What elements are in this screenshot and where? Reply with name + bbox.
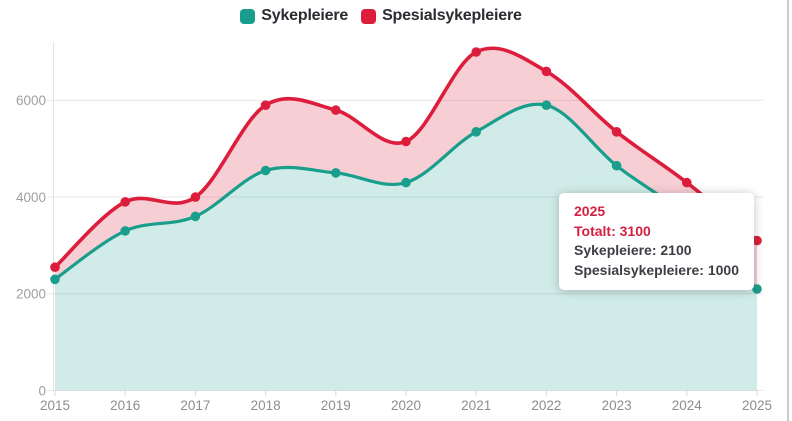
line-sykepleiere[interactable]: [53, 102, 759, 291]
data-point-sykepleiere[interactable]: [260, 165, 271, 176]
points-sykepleiere: [50, 100, 762, 294]
tooltip-sykepleiere: Sykepleiere: 2100: [574, 242, 692, 258]
data-point-totalt[interactable]: [541, 66, 552, 77]
legend-swatch-spesialsykepleiere-icon: [361, 8, 377, 24]
x-axis-labels: 2015 2016 2017 2018 2019 2020 2021 2022 2023 2024…: [40, 398, 772, 413]
y-axis-labels: 0 2000 4000 6000: [16, 93, 46, 398]
data-point-sykepleiere[interactable]: [471, 127, 482, 137]
data-point-sykepleiere[interactable]: [611, 160, 622, 171]
data-point-totalt[interactable]: [611, 127, 622, 137]
svg-text:2018: 2018: [251, 398, 281, 413]
svg-text:4000: 4000: [16, 190, 46, 205]
data-point-totalt[interactable]: [331, 105, 341, 115]
svg-text:2022: 2022: [531, 398, 561, 413]
svg-text:6000: 6000: [16, 93, 46, 108]
area-sykepleiere: [55, 104, 757, 391]
data-point-totalt[interactable]: [120, 197, 130, 207]
svg-text:0: 0: [38, 383, 46, 398]
x-axis-ticks: [54, 390, 758, 396]
chart-tooltip: 2025 Totalt: 3100 Sykepleiere: 2100 Spes…: [559, 193, 755, 290]
svg-text:2015: 2015: [40, 398, 70, 413]
legend-item-sykepleiere[interactable]: Sykepleiere: [240, 7, 348, 25]
data-point-sykepleiere[interactable]: [331, 168, 341, 178]
data-point-sykepleiere[interactable]: [120, 226, 130, 236]
gridlines: [47, 99, 763, 391]
svg-text:2019: 2019: [321, 398, 351, 413]
page-right-border: [787, 0, 789, 421]
svg-text:2025: 2025: [742, 398, 772, 413]
svg-text:2000: 2000: [16, 287, 46, 302]
data-point-sykepleiere[interactable]: [401, 177, 411, 188]
data-point-totalt[interactable]: [682, 177, 692, 188]
area-spesialsykepleiere: [55, 48, 757, 289]
points-totalt: [50, 47, 762, 273]
chart-legend: Sykepleiere Spesialsykepleiere: [0, 7, 762, 25]
legend-label-sykepleiere: Sykepleiere: [261, 7, 349, 24]
tooltip-spesialsykepleiere: Spesialsykepleiere: 1000: [574, 261, 740, 278]
svg-text:2023: 2023: [602, 398, 632, 413]
legend-label-spesialsykepleiere: Spesialsykepleiere: [382, 7, 522, 24]
tooltip-total: Totalt: 3100: [574, 222, 651, 239]
data-point-totalt[interactable]: [260, 100, 271, 110]
svg-text:2024: 2024: [672, 398, 703, 413]
data-point-sykepleiere[interactable]: [752, 284, 762, 294]
svg-text:2020: 2020: [391, 398, 421, 413]
svg-text:2021: 2021: [461, 398, 491, 413]
legend-swatch-sykepleiere-icon: [240, 8, 256, 24]
data-point-totalt[interactable]: [752, 235, 762, 246]
data-point-sykepleiere[interactable]: [541, 100, 552, 110]
data-point-sykepleiere[interactable]: [190, 211, 201, 222]
data-point-totalt[interactable]: [50, 262, 60, 273]
svg-text:2017: 2017: [180, 398, 210, 413]
data-point-totalt[interactable]: [471, 47, 482, 57]
tooltip-year: 2025: [574, 203, 606, 219]
svg-text:2016: 2016: [110, 398, 140, 413]
data-point-totalt[interactable]: [401, 136, 411, 147]
data-point-sykepleiere[interactable]: [50, 274, 60, 285]
data-point-totalt[interactable]: [190, 192, 201, 202]
legend-item-spesialsykepleiere[interactable]: Spesialsykepleiere: [361, 7, 522, 25]
